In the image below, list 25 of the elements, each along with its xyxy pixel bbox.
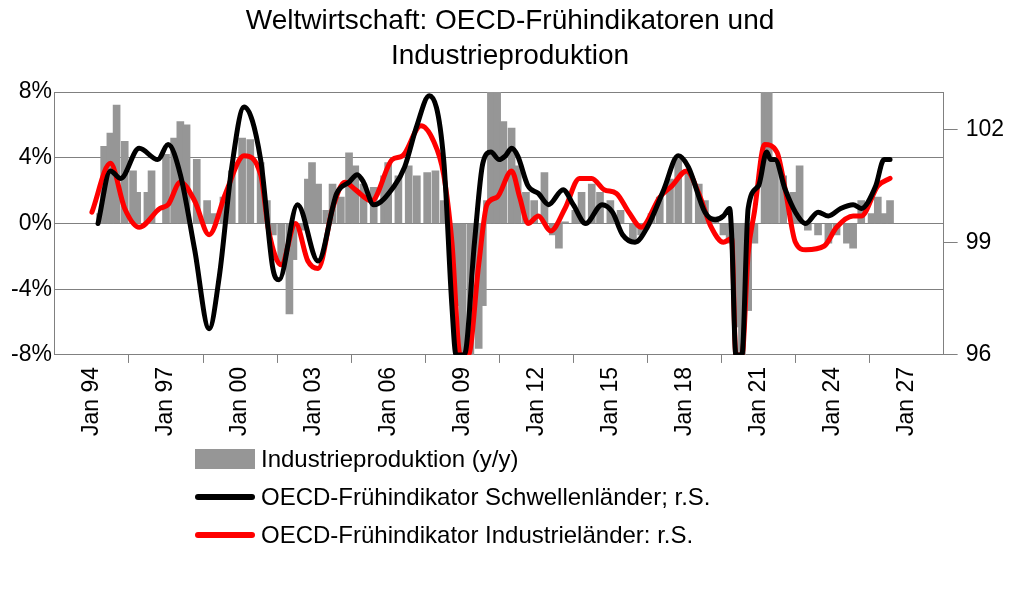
legend-label: OECD-Frühindikator Schwellenländer; r.S.	[261, 483, 711, 511]
x-tick-label: Jan 24	[817, 366, 844, 437]
x-tick-label: Jan 00	[225, 366, 252, 437]
x-tick-label: Jan 97	[151, 366, 178, 437]
x-tick-label: Jan 09	[447, 366, 474, 437]
x-tick-label: Jan 06	[373, 366, 400, 437]
bar	[814, 223, 822, 236]
y-tick-label: -8%	[11, 340, 52, 367]
x-tick-label: Jan 18	[669, 366, 696, 437]
x-tick-label: Jan 03	[299, 366, 326, 437]
x-tick-label: Jan 27	[891, 366, 918, 437]
y2-tick-label: 99	[965, 227, 992, 254]
y-tick-label: 0%	[18, 208, 52, 235]
y-tick-label: 4%	[18, 143, 52, 170]
x-tick-label: Jan 21	[743, 366, 770, 437]
y2-tick-label: 102	[965, 114, 1004, 141]
y2-tick-label: 96	[965, 340, 992, 367]
legend-label: Industrieproduktion (y/y)	[261, 445, 519, 473]
y-tick-label: 8%	[18, 77, 52, 104]
x-tick-label: Jan 94	[77, 366, 104, 437]
chart-title: Weltwirtschaft: OECD-Frühindikatoren und Industrieproduktion	[245, 4, 775, 71]
y-tick-label: -4%	[11, 274, 52, 301]
x-tick-label: Jan 12	[521, 366, 548, 437]
x-tick-label: Jan 15	[595, 366, 622, 437]
legend-label: OECD-Frühindikator Industrieländer: r.S.	[261, 521, 694, 549]
